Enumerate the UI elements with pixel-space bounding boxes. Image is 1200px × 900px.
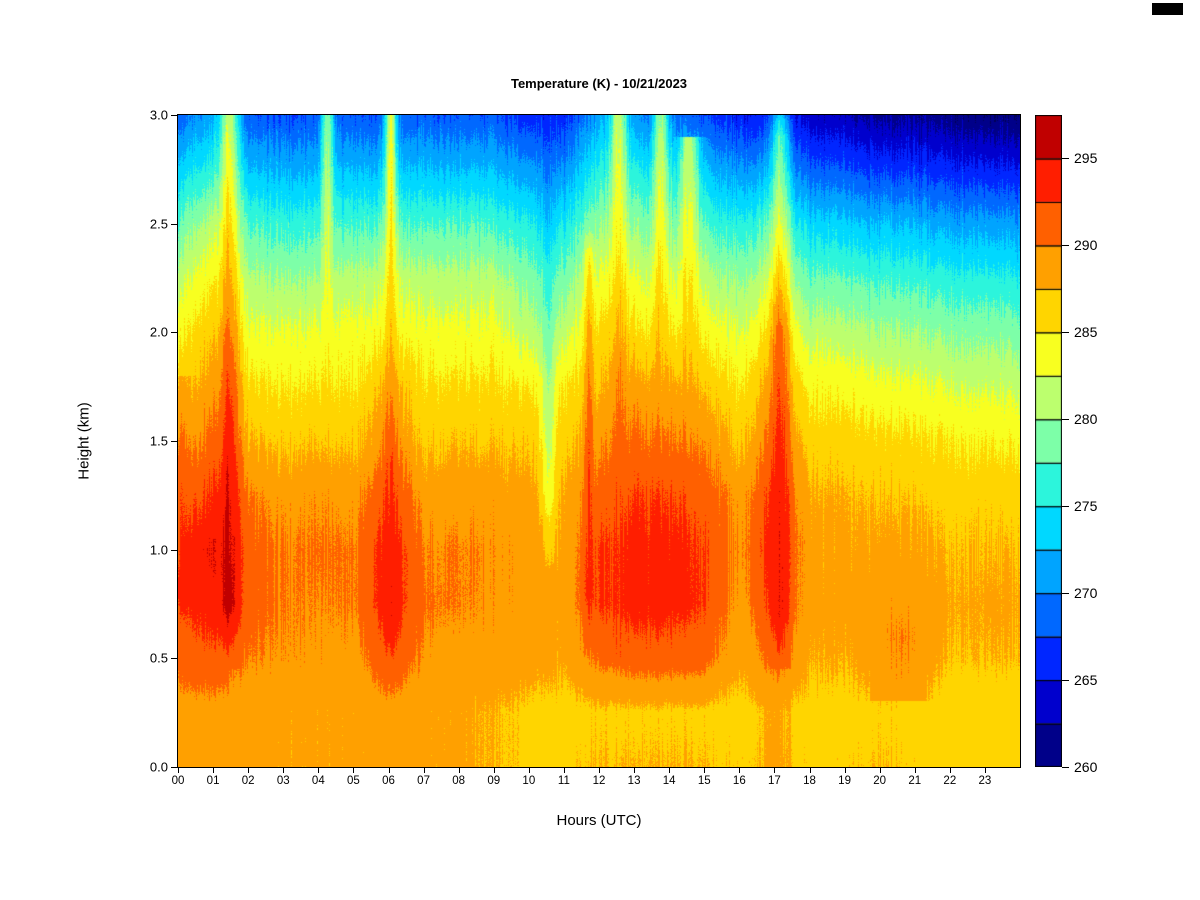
- colorbar-canvas: [1035, 115, 1062, 767]
- x-tick-mark: [528, 768, 530, 773]
- x-tick-mark: [844, 768, 846, 773]
- y-tick-mark: [171, 441, 178, 442]
- x-tick-mark: [213, 768, 215, 773]
- colorbar-tick-mark: [1062, 593, 1069, 595]
- x-tick-label: 23: [978, 775, 992, 787]
- y-tick-mark: [171, 658, 178, 660]
- x-tick-label: 09: [487, 775, 501, 787]
- x-tick-mark: [634, 768, 636, 773]
- colorbar-tick-label: 265: [1074, 672, 1098, 689]
- x-tick-label: 22: [943, 775, 957, 787]
- y-tick-mark: [171, 115, 178, 116]
- x-tick-label: 19: [838, 775, 851, 787]
- colorbar-tick-label: 260: [1074, 759, 1098, 775]
- colorbar-tick-mark: [1062, 419, 1069, 421]
- y-tick-label: 0.0: [149, 759, 168, 775]
- x-tick-mark: [458, 768, 460, 773]
- y-tick-label: 3.0: [149, 107, 168, 123]
- x-tick-label: 03: [276, 775, 290, 787]
- x-tick-mark: [353, 768, 355, 773]
- colorbar-tick-label: 270: [1074, 585, 1098, 602]
- y-tick-mark: [171, 223, 178, 225]
- x-tick-label: 04: [311, 775, 325, 787]
- x-tick-label: 05: [347, 775, 360, 787]
- x-tick-mark: [809, 768, 811, 773]
- x-tick-label: 21: [908, 775, 922, 787]
- colorbar-tick-mark: [1062, 158, 1069, 160]
- x-tick-label: 14: [662, 775, 676, 787]
- x-tick-label: 08: [452, 775, 466, 787]
- x-tick-mark: [774, 768, 776, 773]
- y-tick-mark: [171, 332, 178, 334]
- x-tick-label: 17: [768, 775, 781, 787]
- x-tick-mark: [879, 768, 881, 773]
- x-tick-mark: [318, 768, 320, 773]
- colorbar-tick-label: 275: [1074, 498, 1098, 515]
- x-tick-mark: [704, 768, 706, 773]
- x-tick-label: 18: [803, 775, 816, 787]
- x-tick-mark: [423, 768, 425, 773]
- x-tick-mark: [493, 768, 495, 773]
- y-tick-label: 1.5: [149, 433, 168, 449]
- x-tick-mark: [669, 768, 671, 773]
- x-tick-label: 16: [732, 775, 746, 787]
- x-tick-label: 15: [697, 775, 711, 787]
- x-tick-label: 10: [522, 775, 536, 787]
- corner-mark: [1152, 3, 1183, 15]
- chart-title: Temperature (K) - 10/21/2023: [510, 76, 688, 91]
- y-tick-mark: [171, 767, 178, 768]
- heatmap-canvas: [178, 115, 1020, 767]
- x-tick-label: 20: [873, 775, 887, 787]
- x-tick-mark: [563, 768, 565, 773]
- colorbar-tick-mark: [1062, 767, 1069, 768]
- x-tick-label: 01: [206, 775, 220, 787]
- x-axis-label: Hours (UTC): [556, 812, 642, 829]
- x-tick-label: 00: [171, 775, 185, 787]
- x-tick-mark: [599, 768, 600, 773]
- x-tick-mark: [739, 768, 741, 773]
- x-tick-label: 02: [241, 775, 255, 787]
- colorbar-tick-label: 285: [1074, 324, 1098, 341]
- colorbar-tick-mark: [1062, 680, 1069, 682]
- x-tick-mark: [178, 768, 179, 773]
- colorbar-tick-label: 280: [1074, 411, 1098, 428]
- y-tick-label: 2.0: [149, 324, 168, 340]
- colorbar-tick-mark: [1062, 332, 1069, 334]
- x-tick-label: 12: [592, 775, 606, 787]
- y-tick-label: 1.0: [149, 542, 168, 558]
- x-tick-mark: [914, 768, 916, 773]
- y-tick-label: 0.5: [149, 650, 168, 666]
- y-axis-label: Height (km): [75, 402, 93, 480]
- x-tick-mark: [248, 768, 250, 773]
- x-tick-label: 06: [382, 775, 395, 787]
- colorbar-tick-mark: [1062, 245, 1069, 247]
- y-tick-label: 2.5: [149, 216, 168, 232]
- x-tick-mark: [984, 768, 986, 773]
- colorbar-tick-label: 290: [1074, 237, 1098, 254]
- x-tick-label: 07: [417, 775, 430, 787]
- colorbar-tick-label: 295: [1074, 150, 1098, 167]
- x-tick-mark: [283, 768, 285, 773]
- x-tick-label: 13: [627, 775, 641, 787]
- x-tick-label: 11: [557, 775, 570, 787]
- x-tick-mark: [949, 768, 951, 773]
- y-tick-mark: [171, 549, 178, 551]
- colorbar-tick-mark: [1062, 506, 1069, 508]
- x-tick-mark: [388, 768, 390, 773]
